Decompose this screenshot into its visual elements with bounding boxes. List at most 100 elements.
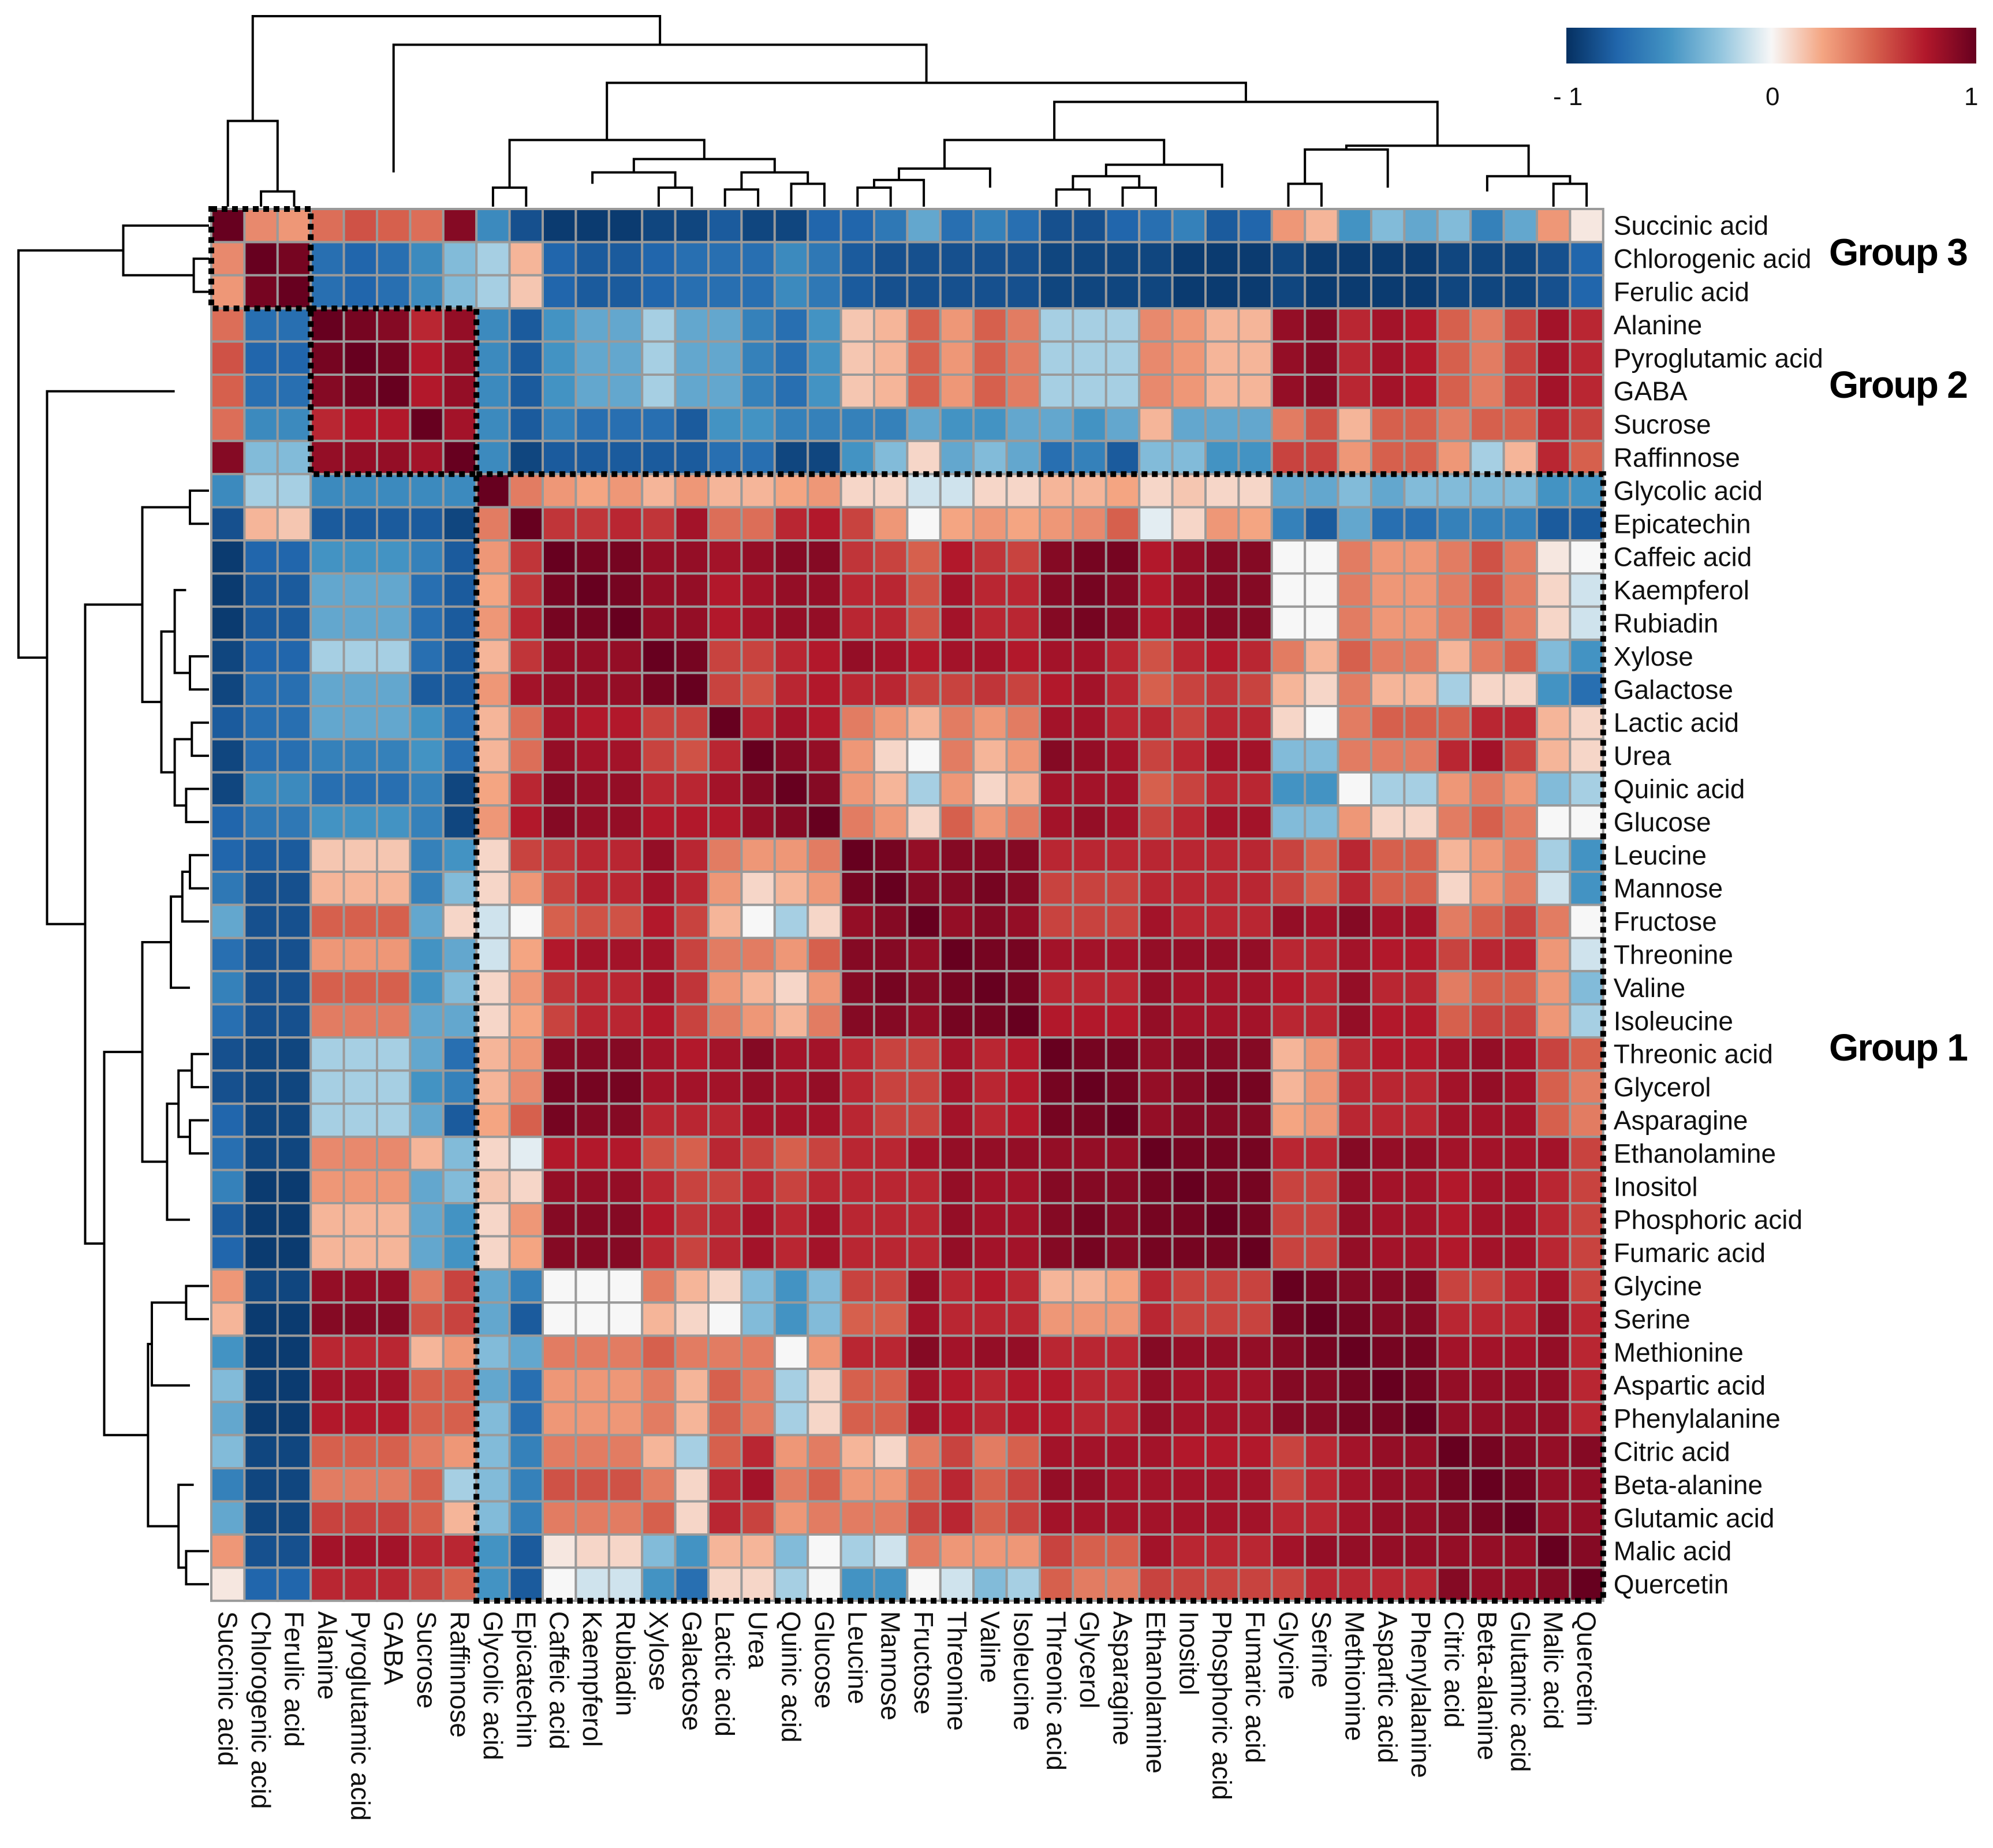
heatmap-cell	[641, 1368, 677, 1403]
heatmap-cell	[243, 1334, 279, 1371]
heatmap-cell	[409, 771, 445, 807]
heatmap-cell	[542, 1533, 577, 1569]
heatmap-cell	[1171, 1003, 1207, 1039]
dendrogram-branch	[122, 224, 209, 277]
heatmap-cell	[972, 771, 1008, 807]
heatmap-cell	[574, 904, 610, 939]
heatmap-cell	[1138, 274, 1174, 310]
heatmap-cell	[807, 1566, 842, 1602]
row-label: Serine	[1614, 1304, 1690, 1334]
heatmap-cell	[1337, 1003, 1373, 1039]
heatmap-cell	[773, 1036, 809, 1072]
row-label: Phenylalanine	[1614, 1403, 1781, 1433]
heatmap-cell	[1502, 1003, 1539, 1039]
heatmap-cell	[939, 738, 975, 774]
heatmap-cell	[276, 837, 312, 873]
heatmap-cell	[1337, 605, 1373, 641]
heatmap-cell	[475, 1069, 511, 1105]
heatmap-cell	[508, 1334, 544, 1371]
heatmap-cell	[442, 1467, 478, 1503]
heatmap-cell	[276, 1467, 312, 1503]
heatmap-cell	[276, 1368, 312, 1403]
heatmap-cell	[939, 1301, 975, 1337]
heatmap-cell	[409, 241, 445, 277]
heatmap-cell	[442, 1301, 478, 1337]
heatmap-cell	[641, 439, 677, 476]
heatmap-cell	[1171, 1533, 1207, 1569]
heatmap-cell	[1237, 639, 1273, 674]
heatmap-cell	[1502, 1168, 1539, 1204]
heatmap-cell	[243, 1069, 279, 1105]
heatmap-cell	[1171, 1500, 1207, 1536]
heatmap-cell	[740, 771, 776, 807]
heatmap-cell	[542, 1467, 577, 1503]
heatmap-cell	[1370, 374, 1406, 409]
heatmap-cell	[276, 1500, 312, 1536]
heatmap-cell	[442, 274, 478, 310]
heatmap-cell	[243, 340, 279, 376]
heatmap-cell	[1304, 1334, 1339, 1371]
column-label: Glycine	[1274, 1611, 1304, 1700]
heatmap-cell	[1536, 1069, 1572, 1105]
heatmap-cell	[376, 1334, 412, 1371]
heatmap-cell	[1104, 1036, 1141, 1072]
heatmap-cell	[1039, 936, 1074, 973]
heatmap-cell	[1171, 473, 1207, 509]
heatmap-cell	[542, 340, 577, 376]
heatmap-cell	[243, 936, 279, 973]
heatmap-cell	[641, 1168, 677, 1204]
heatmap-cell	[1072, 1500, 1107, 1536]
heatmap-cell	[1072, 804, 1107, 840]
heatmap-cell	[607, 1069, 644, 1105]
heatmap-cell	[1304, 1235, 1339, 1271]
heatmap-cell	[1436, 439, 1472, 476]
heatmap-cell	[1436, 1136, 1472, 1171]
heatmap-cell	[839, 837, 875, 873]
heatmap-cell	[1138, 307, 1174, 343]
heatmap-cell	[1039, 406, 1074, 442]
heatmap-cell	[508, 671, 544, 707]
heatmap-cell	[839, 307, 875, 343]
heatmap-cell	[707, 671, 743, 707]
row-label: Beta-alanine	[1614, 1470, 1763, 1500]
row-label: Phosphoric acid	[1614, 1205, 1802, 1235]
heatmap-cell	[1502, 1500, 1539, 1536]
heatmap-cell	[807, 639, 842, 674]
heatmap-cell	[1204, 970, 1240, 1006]
heatmap-cell	[1337, 307, 1373, 343]
heatmap-cell	[1104, 639, 1141, 674]
heatmap-cell	[376, 208, 412, 244]
heatmap-cell	[1304, 1069, 1339, 1105]
heatmap-cell	[1005, 1401, 1041, 1436]
heatmap-cell	[707, 374, 743, 409]
heatmap-cell	[839, 1566, 875, 1602]
heatmap-cell	[807, 1202, 842, 1238]
heatmap-cell	[1072, 936, 1107, 973]
heatmap-cell	[243, 374, 279, 409]
heatmap-cell	[574, 1401, 610, 1436]
heatmap-cell	[1502, 1268, 1539, 1304]
heatmap-cell	[1403, 1533, 1439, 1569]
heatmap-cell	[574, 771, 610, 807]
heatmap-cell	[773, 1301, 809, 1337]
heatmap-cell	[1469, 241, 1505, 277]
heatmap-cell	[972, 208, 1008, 244]
heatmap-cell	[342, 506, 378, 542]
heatmap-cell	[1370, 1467, 1406, 1503]
heatmap-cell	[1204, 506, 1240, 542]
heatmap-cell	[1469, 738, 1505, 774]
heatmap-cell	[1237, 1202, 1273, 1238]
heatmap-cell	[475, 1202, 511, 1238]
heatmap-cell	[342, 374, 378, 409]
heatmap-cell	[1104, 274, 1141, 310]
heatmap-cell	[906, 1003, 942, 1039]
heatmap-cell	[972, 1102, 1008, 1138]
heatmap-cell	[1469, 1003, 1505, 1039]
heatmap-cell	[1536, 1301, 1572, 1337]
heatmap-cell	[807, 307, 842, 343]
heatmap-cell	[641, 539, 677, 575]
heatmap-cell	[309, 1368, 345, 1403]
heatmap-cell	[1469, 1235, 1505, 1271]
heatmap-cell	[1204, 572, 1240, 608]
heatmap-cell	[740, 1202, 776, 1238]
